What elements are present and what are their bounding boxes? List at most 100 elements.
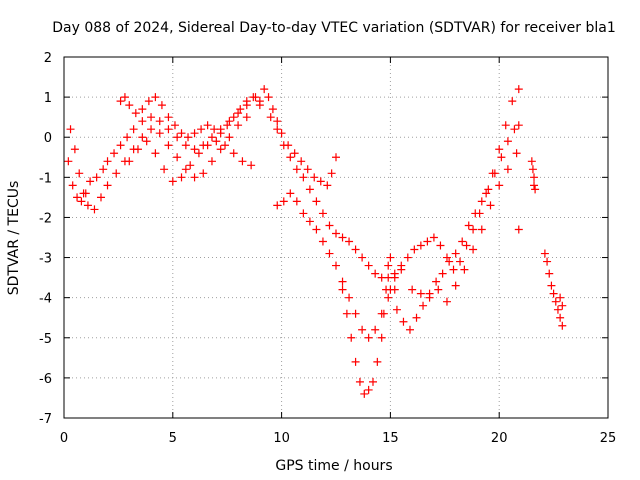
- data-point: [207, 133, 216, 142]
- data-point: [79, 189, 88, 198]
- data-point: [147, 125, 156, 134]
- plot-frame: [63, 56, 609, 419]
- data-point: [338, 285, 347, 294]
- x-tick-label: 20: [491, 431, 508, 446]
- data-point: [551, 297, 560, 306]
- data-point: [273, 125, 282, 134]
- data-point: [432, 277, 441, 286]
- data-point: [138, 117, 147, 126]
- data-point: [318, 209, 327, 218]
- data-point: [164, 125, 173, 134]
- data-point: [364, 333, 373, 342]
- chart-title: Day 088 of 2024, Sidereal Day-to-day VTE…: [52, 20, 615, 36]
- data-point: [66, 125, 75, 134]
- data-point: [358, 253, 367, 262]
- y-tick-label: 2: [44, 51, 52, 66]
- data-point: [384, 293, 393, 302]
- data-point: [310, 173, 319, 182]
- data-point: [138, 133, 147, 142]
- data-point: [547, 281, 556, 290]
- data-point: [151, 93, 160, 102]
- data-point: [558, 321, 567, 330]
- data-point: [203, 141, 212, 150]
- data-point: [556, 313, 565, 322]
- data-point: [297, 157, 306, 166]
- data-point: [482, 189, 491, 198]
- data-point: [225, 133, 234, 142]
- data-point: [236, 105, 245, 114]
- data-point: [264, 93, 273, 102]
- data-point: [138, 105, 147, 114]
- data-point: [371, 269, 380, 278]
- y-tick-label: -4: [39, 292, 52, 307]
- data-point: [299, 173, 308, 182]
- data-point: [423, 237, 432, 246]
- data-point: [116, 97, 125, 106]
- data-point: [142, 137, 151, 146]
- data-point: [92, 173, 101, 182]
- data-point: [125, 101, 134, 110]
- y-tick-label: -3: [39, 252, 52, 267]
- y-tick-label: 0: [44, 131, 52, 146]
- data-point: [442, 253, 451, 262]
- data-point: [170, 121, 179, 130]
- data-point: [203, 121, 212, 130]
- data-point: [549, 289, 558, 298]
- data-point: [316, 177, 325, 186]
- data-point: [120, 93, 129, 102]
- data-point: [144, 97, 153, 106]
- data-point: [351, 357, 360, 366]
- data-point: [508, 97, 517, 106]
- y-tick-label: 1: [44, 91, 52, 106]
- data-point: [242, 97, 251, 106]
- data-point: [442, 297, 451, 306]
- data-point: [116, 141, 125, 150]
- data-point: [286, 153, 295, 162]
- data-point: [112, 169, 121, 178]
- data-point: [68, 181, 77, 190]
- data-point: [207, 157, 216, 166]
- data-point: [543, 257, 552, 266]
- data-point: [390, 273, 399, 282]
- data-point: [75, 169, 84, 178]
- data-point: [123, 133, 132, 142]
- y-tick-label: -7: [39, 412, 52, 427]
- data-point: [177, 129, 186, 138]
- data-point: [392, 305, 401, 314]
- data-point: [355, 377, 364, 386]
- data-point: [223, 121, 232, 130]
- data-point: [164, 141, 173, 150]
- x-tick-label: 5: [169, 431, 177, 446]
- data-point: [368, 377, 377, 386]
- data-point: [155, 117, 164, 126]
- data-point: [345, 237, 354, 246]
- data-point: [155, 129, 164, 138]
- data-point: [477, 225, 486, 234]
- data-point: [129, 125, 138, 134]
- data-point: [242, 113, 251, 122]
- data-point: [530, 173, 539, 182]
- data-point: [351, 309, 360, 318]
- data-point: [503, 165, 512, 174]
- data-point: [364, 385, 373, 394]
- data-point: [238, 157, 247, 166]
- data-point: [273, 201, 282, 210]
- data-point: [260, 85, 269, 94]
- data-point: [225, 117, 234, 126]
- x-tick-label: 10: [273, 431, 290, 446]
- data-point: [477, 197, 486, 206]
- data-point: [514, 85, 523, 94]
- data-point: [338, 277, 347, 286]
- data-point: [73, 193, 82, 202]
- data-point: [290, 149, 299, 158]
- y-tick-label: -2: [39, 211, 52, 226]
- data-point: [445, 257, 454, 266]
- data-point: [527, 157, 536, 166]
- data-point: [460, 265, 469, 274]
- data-point: [351, 245, 360, 254]
- data-point: [397, 261, 406, 270]
- data-point: [312, 225, 321, 234]
- data-point: [419, 301, 428, 310]
- data-point: [216, 129, 225, 138]
